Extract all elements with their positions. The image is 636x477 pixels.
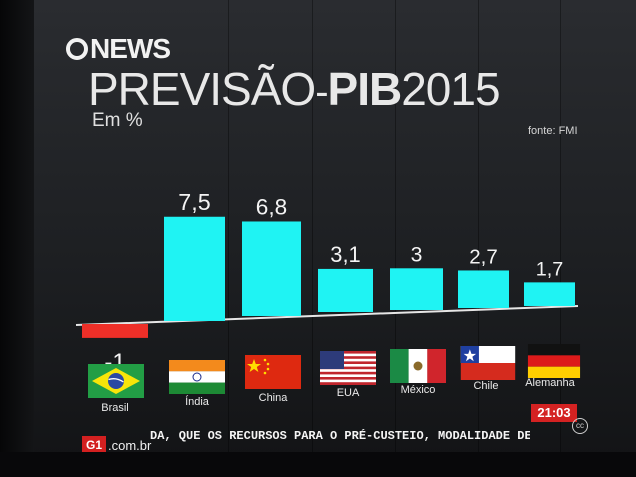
country-label-china: China bbox=[258, 392, 288, 404]
tv-bezel-left bbox=[0, 0, 34, 477]
flag-india-icon bbox=[169, 360, 225, 394]
flag-alemanha-icon bbox=[527, 344, 581, 378]
title-dash: - bbox=[315, 70, 328, 114]
value-label-eua: 3,1 bbox=[330, 242, 360, 267]
flag-chile-icon bbox=[460, 346, 516, 380]
country-label-mexico: México bbox=[400, 384, 436, 396]
value-label-china: 6,8 bbox=[256, 194, 287, 219]
flag-china-icon bbox=[245, 355, 301, 389]
title-year: 2015 bbox=[401, 63, 500, 115]
tv-bezel-bottom bbox=[0, 452, 636, 477]
country-label-eua: EUA bbox=[336, 387, 360, 399]
bar-china bbox=[242, 221, 301, 316]
bar-índia bbox=[164, 216, 225, 321]
country-label-chile: Chile bbox=[473, 380, 499, 392]
chart-source: fonte: FMI bbox=[528, 125, 578, 137]
title-main: PREVISÃO bbox=[88, 63, 316, 115]
bar-méxico bbox=[390, 268, 443, 310]
value-label-méxico: 3 bbox=[411, 243, 423, 266]
g1-brand: G1 .com.br bbox=[82, 435, 151, 455]
globo-circle-icon bbox=[66, 38, 88, 60]
country-label-alemanha: Alemanha bbox=[525, 377, 575, 389]
bar-alemanha bbox=[524, 282, 575, 306]
country-label-brasil: Brasil bbox=[101, 402, 129, 414]
value-label-alemanha: 1,7 bbox=[536, 258, 564, 280]
logo-text: NEWS bbox=[90, 33, 171, 64]
clock: 21:03 bbox=[531, 404, 577, 422]
chart-subtitle: Em % bbox=[92, 110, 143, 131]
bar-brasil bbox=[82, 324, 148, 338]
globonews-logo: NEWS bbox=[66, 33, 171, 64]
g1-domain: .com.br bbox=[108, 437, 152, 453]
flag-brasil-icon bbox=[88, 364, 144, 398]
flag-mexico-icon bbox=[390, 349, 446, 383]
baseline bbox=[75, 305, 579, 326]
value-label-chile: 2,7 bbox=[469, 245, 498, 268]
news-crawl: DA, QUE OS RECURSOS PARA O PRÉ-CUSTEIO, … bbox=[150, 429, 530, 443]
chart-title: PREVISÃO-PIB2015 bbox=[88, 63, 501, 118]
country-label-india: Índia bbox=[185, 396, 209, 408]
bar-eua bbox=[318, 268, 373, 312]
closed-caption-icon: cc bbox=[572, 418, 588, 434]
bar-chile bbox=[458, 270, 509, 308]
title-bold: PIB bbox=[327, 63, 403, 115]
value-label-índia: 7,5 bbox=[178, 189, 210, 215]
g1-badge: G1 bbox=[82, 436, 107, 454]
flag-eua-icon bbox=[320, 351, 376, 385]
